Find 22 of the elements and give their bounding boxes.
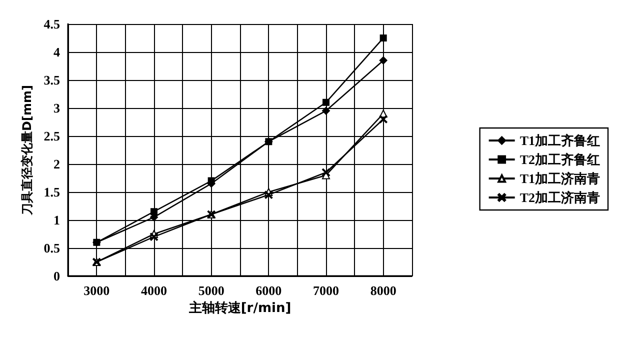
y-tick-label: 4.5 [44,16,60,32]
y-tick-label: 2 [54,156,60,172]
legend-label: T1加工济南青 [520,171,600,186]
x-tick-label: 8000 [370,283,396,298]
y-tick-label: 1.5 [44,184,60,200]
y-tick-label: 2.5 [44,128,60,144]
y-axis-title: 刀具直径变化量D[mm] [20,85,34,216]
x-tick-label: 4000 [141,283,167,298]
y-tick-label: 0.5 [44,240,60,256]
y-tick-label: 0 [54,268,60,284]
x-tick-label: 5000 [198,283,224,298]
legend-label: T1加工齐鲁红 [520,133,600,148]
legend-label: T2加工济南青 [520,190,600,205]
y-tick-label: 3 [54,100,60,116]
y-tick-label: 1 [54,212,60,228]
y-tick-label: 3.5 [44,72,60,88]
x-tick-label: 6000 [256,283,282,298]
y-tick-label: 4 [54,44,60,60]
x-axis-title: 主轴转速[r/min] [188,300,292,316]
x-tick-label: 3000 [84,283,110,298]
legend-label: T2加工齐鲁红 [520,152,600,167]
x-tick-label: 7000 [313,283,339,298]
